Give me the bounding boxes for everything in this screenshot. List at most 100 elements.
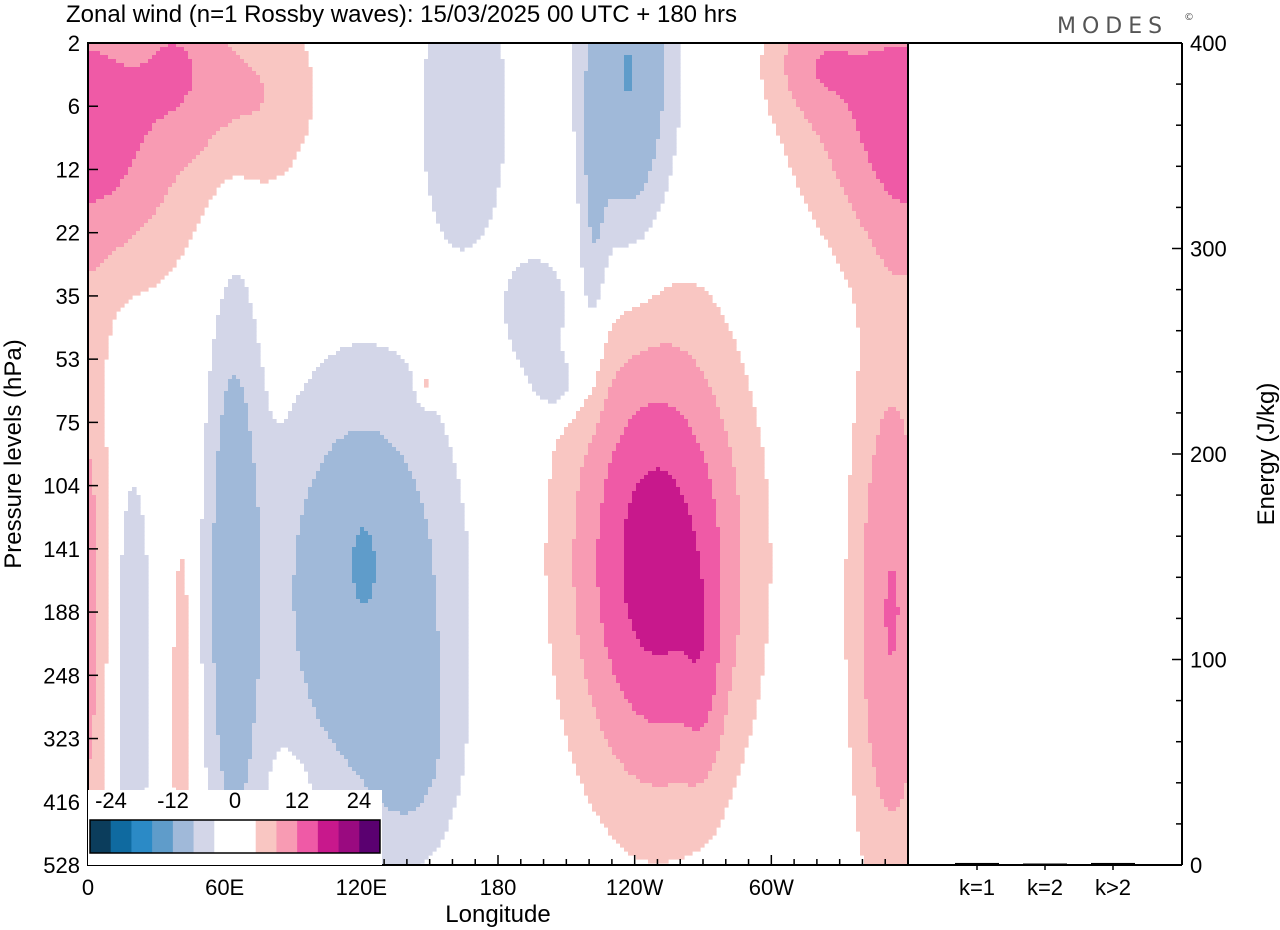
contour-cell <box>424 115 505 120</box>
contour-cell <box>260 671 305 676</box>
contour-cell <box>296 539 357 544</box>
colorbar-cell <box>110 820 132 853</box>
contour-cell <box>172 755 189 760</box>
contour-cell <box>588 47 665 52</box>
contour-cell <box>600 607 629 612</box>
contour-cell <box>128 499 141 504</box>
contour-cell <box>612 451 705 456</box>
contour-cell <box>88 627 97 632</box>
contour-cell <box>844 623 865 628</box>
contour-cell <box>604 483 637 488</box>
contour-cell <box>216 459 253 464</box>
contour-cell <box>608 647 645 652</box>
contour-cell <box>424 95 505 100</box>
contour-cell <box>848 195 893 200</box>
contour-cell <box>92 463 109 468</box>
contour-cell <box>600 227 649 232</box>
contour-cell <box>600 599 625 604</box>
contour-cell <box>688 351 741 356</box>
contour-cell <box>588 799 729 804</box>
contour-cell <box>704 451 733 456</box>
contour-cell <box>712 767 741 772</box>
contour-cell <box>552 663 585 668</box>
contour-cell <box>724 731 753 736</box>
contour-cell <box>88 91 189 96</box>
contour-cell <box>604 623 633 628</box>
contour-cell <box>376 563 433 568</box>
contour-cell <box>740 519 769 524</box>
contour-cell <box>560 707 597 712</box>
contour-cell <box>628 423 689 428</box>
colorbar-cell <box>214 820 236 853</box>
contour-cell <box>572 127 585 132</box>
contour-cell <box>260 647 297 652</box>
contour-cell <box>436 759 465 764</box>
contour-cell <box>860 331 908 336</box>
contour-cell <box>128 491 137 496</box>
contour-cell <box>212 547 261 552</box>
contour-cell <box>612 667 717 672</box>
contour-cell <box>704 607 721 612</box>
contour-cell <box>88 655 97 660</box>
contour-cell <box>620 435 697 440</box>
contour-cell <box>860 347 908 352</box>
contour-cell <box>872 239 908 244</box>
contour-cell <box>740 515 769 520</box>
contour-cell <box>88 43 169 48</box>
contour-cell <box>176 595 189 600</box>
contour-cell <box>180 567 185 572</box>
contour-cell <box>300 659 441 664</box>
contour-cell <box>896 647 908 652</box>
contour-cell <box>736 659 765 664</box>
contour-cell <box>624 591 705 596</box>
contour-cell <box>868 699 908 704</box>
contour-cell <box>436 623 469 628</box>
contour-cell <box>208 371 265 376</box>
contour-cell <box>852 451 877 456</box>
contour-cell <box>844 583 865 588</box>
contour-cell <box>740 511 769 516</box>
contour-cell <box>592 387 609 392</box>
contour-cell <box>296 635 441 640</box>
contour-cell <box>600 415 633 420</box>
contour-cell <box>708 475 737 480</box>
contour-cell <box>716 671 733 676</box>
contour-cell <box>720 643 737 648</box>
contour-cell <box>584 267 605 272</box>
contour-cell <box>120 747 149 752</box>
contour-cell <box>688 783 697 788</box>
contour-cell <box>864 143 908 148</box>
contour-cell <box>544 567 573 572</box>
contour-cell <box>372 583 437 588</box>
contour-cell <box>200 591 213 596</box>
contour-cell <box>120 623 149 628</box>
contour-cell <box>88 303 125 308</box>
contour-cell <box>192 79 261 84</box>
contour-cell <box>260 507 305 512</box>
contour-cell <box>884 623 897 628</box>
contour-cell <box>260 79 313 84</box>
contour-cell <box>856 415 885 420</box>
contour-cell <box>260 107 313 112</box>
contour-cell <box>440 651 469 656</box>
contour-cell <box>204 671 217 676</box>
contour-cell <box>848 715 869 720</box>
contour-cell <box>292 579 353 584</box>
contour-cell <box>732 679 761 684</box>
contour-cell <box>200 579 213 584</box>
contour-cell <box>128 503 141 508</box>
contour-cell <box>840 95 908 100</box>
contour-cell <box>428 171 501 176</box>
contour-cell <box>568 739 609 744</box>
contour-cell <box>548 591 577 596</box>
contour-cell <box>592 239 597 244</box>
contour-cell <box>560 699 593 704</box>
contour-cell <box>700 563 721 568</box>
contour-cell <box>204 727 217 732</box>
x-axis-label: Longitude <box>445 901 550 928</box>
contour-cell <box>844 627 865 632</box>
contour-cell <box>96 707 105 712</box>
contour-cell <box>660 115 681 120</box>
contour-cell <box>552 651 581 656</box>
contour-cell <box>780 135 821 140</box>
